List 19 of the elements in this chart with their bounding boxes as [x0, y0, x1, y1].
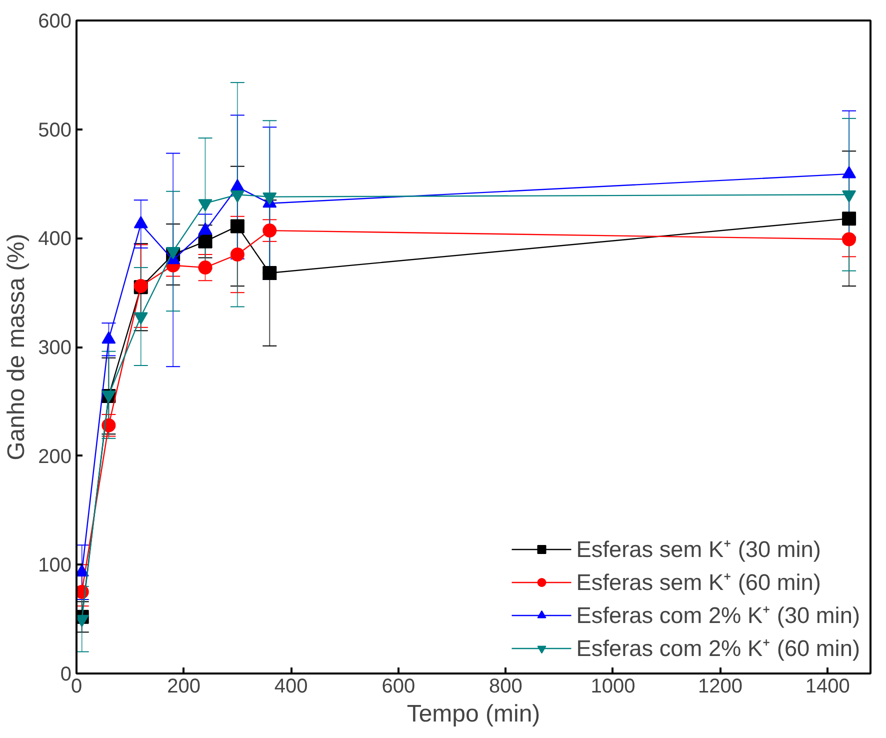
y-tick-label: 600 [38, 10, 72, 32]
x-tick-label: 200 [167, 676, 200, 698]
y-tick-label: 300 [38, 337, 72, 359]
x-tick-label: 600 [382, 676, 416, 698]
legend-label: Esferas sem K⁺ (30 min) [576, 535, 821, 564]
y-tick-label: 200 [38, 446, 72, 468]
x-tick-label: 1400 [805, 676, 850, 698]
legend-label: Esferas com 2% K⁺ (60 min) [576, 634, 860, 663]
y-tick-label: 400 [38, 228, 72, 250]
x-tick-label: 400 [274, 676, 308, 698]
y-tick-label: 500 [38, 119, 72, 142]
legend-label: Esferas sem K⁺ (60 min) [576, 568, 821, 597]
legend-label: Esferas com 2% K⁺ (30 min) [576, 601, 860, 630]
x-axis-title: Tempo (min) [406, 700, 540, 728]
y-tick-label: 100 [38, 554, 72, 577]
x-tick-label: 800 [489, 676, 522, 698]
y-axis-title: Ganho de massa (%) [3, 234, 30, 460]
x-tick-label: 1200 [698, 676, 743, 698]
x-tick-label: 1000 [590, 676, 636, 698]
